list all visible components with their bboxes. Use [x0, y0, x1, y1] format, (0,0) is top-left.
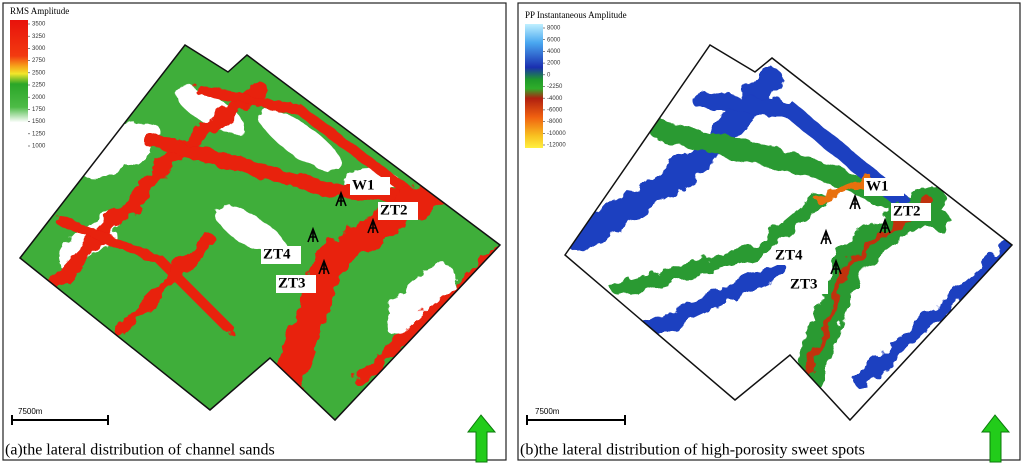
colorbar-tick-label: -6000	[547, 107, 563, 113]
caption: (a)the lateral distribution of channel s…	[5, 442, 275, 459]
colorbar-tick-label: 2000	[32, 95, 46, 101]
colorbar-tick-label: 1750	[32, 107, 46, 113]
scale-bar	[526, 415, 626, 425]
well-label-bg	[773, 247, 813, 265]
well-label: ZT2	[893, 203, 921, 219]
panel-frame	[517, 2, 1021, 461]
colorbar	[525, 24, 543, 148]
well-symbol	[318, 258, 330, 275]
colorbar-tick-label: -2250	[547, 84, 563, 90]
colorbar-tick-label: 2250	[32, 83, 46, 89]
colorbar-tick-label: 1000	[32, 144, 46, 150]
well-symbol	[849, 193, 861, 210]
caption: (b)the lateral distribution of high-poro…	[520, 442, 865, 459]
well-label-bg	[350, 177, 390, 195]
well-label-bg	[788, 276, 828, 294]
colorbar-tick-label: -8000	[547, 119, 563, 125]
well-label: ZT2	[380, 202, 408, 218]
well-label-bg	[378, 202, 418, 220]
well-label: ZT4	[263, 246, 291, 262]
well-label: ZT4	[775, 247, 803, 263]
north-arrow	[466, 414, 497, 463]
scale-label: 7500m	[18, 407, 43, 416]
well-label-bg	[276, 275, 316, 293]
well-label-bg	[864, 178, 904, 196]
colorbar-tick-label: 8000	[547, 26, 561, 32]
scale-bar	[11, 415, 109, 425]
colorbar-tick-label: 3000	[32, 46, 46, 52]
colorbar-tick-label: 4000	[547, 49, 561, 55]
well-symbol	[335, 190, 347, 207]
amplitude-map	[565, 45, 1012, 420]
well-label: W1	[352, 177, 375, 193]
well-label-bg	[261, 246, 301, 264]
colorbar	[10, 20, 28, 148]
survey-outline	[18, 44, 502, 422]
colorbar-tick-label: 2500	[32, 70, 46, 76]
well-label-bg	[891, 203, 931, 221]
colorbar-title: PP Instantaneous Amplitude	[525, 10, 627, 20]
well-label: ZT3	[790, 276, 818, 292]
colorbar-tick-label: 0	[547, 72, 551, 78]
well-symbol	[307, 226, 319, 243]
colorbar-tick-label: -10000	[547, 131, 566, 137]
amplitude-map	[20, 45, 500, 420]
well-symbol	[830, 258, 842, 275]
north-arrow	[980, 414, 1011, 463]
colorbar-tick-label: 6000	[547, 37, 561, 43]
colorbar-tick-label: 1500	[32, 119, 46, 125]
colorbar-tick-label: 3250	[32, 34, 46, 40]
well-symbol	[367, 217, 379, 234]
colorbar-tick-label: 1250	[32, 131, 46, 137]
survey-outline	[563, 43, 1014, 422]
well-symbol	[879, 217, 891, 234]
well-label: ZT3	[278, 275, 306, 291]
colorbar-tick-label: 2000	[547, 61, 561, 67]
colorbar-tick-label: 2750	[32, 58, 46, 64]
well-symbol	[820, 228, 832, 245]
colorbar-tick-label: 3500	[32, 22, 46, 28]
colorbar-tick-label: -12000	[547, 143, 566, 149]
scale-label: 7500m	[535, 407, 560, 416]
colorbar-title: RMS Amplitude	[10, 6, 69, 16]
panel-frame	[2, 2, 507, 461]
well-label: W1	[866, 178, 889, 194]
colorbar-tick-label: -4000	[547, 96, 563, 102]
